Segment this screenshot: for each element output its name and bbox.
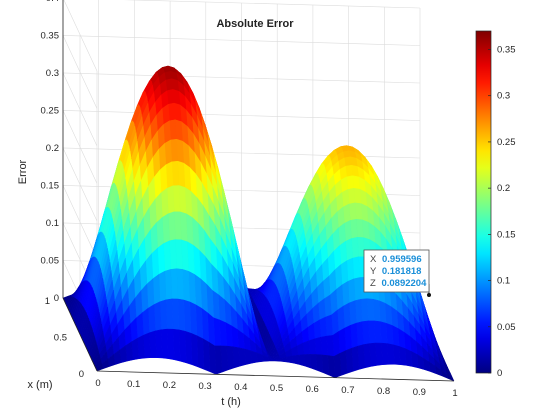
datatip[interactable]: X 0.959596 Y 0.181818 Z 0.0892204 xyxy=(363,249,431,297)
colorbar-tick-label: 0.35 xyxy=(497,44,516,55)
x-tick-label: 1 xyxy=(45,296,50,307)
datatip-x-label: X xyxy=(370,254,377,265)
colorbar-tick-label: 0.15 xyxy=(497,229,516,240)
colorbar-tick-label: 0.1 xyxy=(497,276,510,287)
t-tick-label: 0.3 xyxy=(198,381,211,392)
colorbar-tick-label: 0.3 xyxy=(497,91,510,102)
t-tick-label: 0.2 xyxy=(163,380,176,391)
x-tick-label: 0 xyxy=(79,369,84,380)
x-axis-line xyxy=(62,297,98,372)
z-tick-label: 0.4 xyxy=(46,0,59,4)
z-tick-label: 0.3 xyxy=(46,68,59,79)
x-axis-label: x (m) xyxy=(27,379,52,391)
datatip-y-value: 0.181818 xyxy=(382,266,422,277)
z-tick-label: 0.35 xyxy=(41,31,60,42)
chart-title: Absolute Error xyxy=(216,18,294,30)
z-tick-label: 0.25 xyxy=(41,106,60,117)
t-tick-label: 1 xyxy=(452,388,457,399)
t-tick-label: 0 xyxy=(95,378,100,389)
tick-labels: 0 0.05 0.1 0.15 0.2 0.25 0.3 0.35 0.4 0 0.1 0.2 0.3 0… xyxy=(41,0,458,399)
y-axis-label: t (h) xyxy=(221,396,241,408)
colorbar-tick-label: 0.2 xyxy=(497,183,510,194)
datatip-z-value: 0.0892204 xyxy=(381,278,427,289)
datatip-marker[interactable] xyxy=(427,293,431,297)
datatip-x-value: 0.959596 xyxy=(382,254,422,265)
t-tick-label: 0.6 xyxy=(306,384,319,395)
datatip-z-label: Z xyxy=(370,278,376,289)
axis-lines xyxy=(62,0,455,382)
t-tick-label: 0.4 xyxy=(234,382,247,393)
z-tick-label: 0.1 xyxy=(46,218,59,229)
colorbar-tick-label: 0 xyxy=(497,368,502,379)
colorbar-tick-label: 0.25 xyxy=(497,137,516,148)
z-tick-label: 0.2 xyxy=(46,143,59,154)
x-tick-label: 0.5 xyxy=(54,333,67,344)
datatip-row-y: Y 0.181818 xyxy=(370,266,421,277)
z-tick-label: 0.15 xyxy=(41,181,60,192)
t-tick-label: 0.7 xyxy=(341,385,354,396)
colorbar-ticks: 0 0.05 0.1 0.15 0.2 0.25 0.3 0.35 xyxy=(488,44,516,379)
t-tick-label: 0.1 xyxy=(127,379,140,390)
t-tick-label: 0.5 xyxy=(270,383,283,394)
z-grid-line xyxy=(63,0,421,72)
t-tick-label: 0.8 xyxy=(377,386,390,397)
datatip-y-label: Y xyxy=(370,266,377,277)
datatip-row-x: X 0.959596 xyxy=(370,254,422,265)
colorbar-tick-label: 0.05 xyxy=(497,322,516,333)
t-tick-label: 0.9 xyxy=(413,387,426,398)
z-tick-label: 0 xyxy=(54,293,59,304)
datatip-row-z: Z 0.0892204 xyxy=(370,278,427,289)
z-tick-label: 0.05 xyxy=(41,256,60,267)
colorbar xyxy=(475,30,492,374)
t-axis-line xyxy=(96,370,455,382)
z-axis-label: Error xyxy=(17,159,29,184)
datatip-box xyxy=(363,249,430,293)
